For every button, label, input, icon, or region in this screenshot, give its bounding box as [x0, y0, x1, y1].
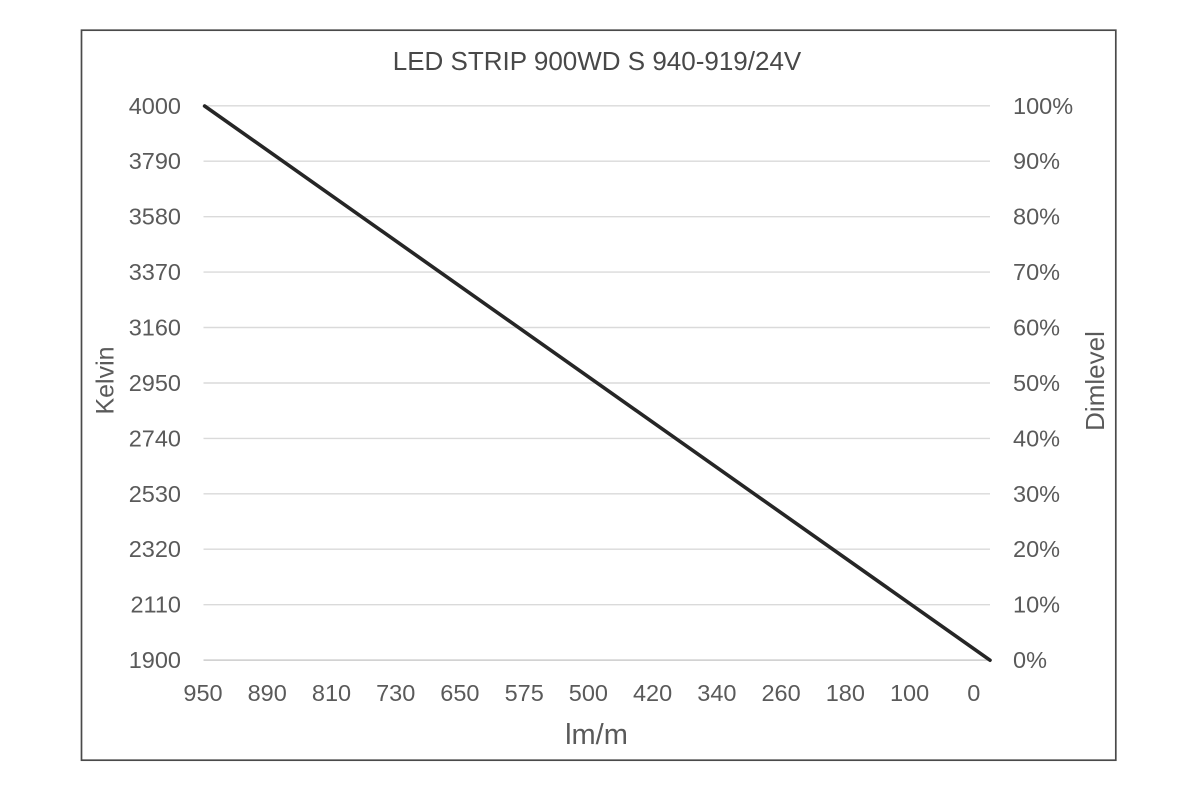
svg-text:80%: 80%	[1013, 204, 1060, 230]
svg-text:100%: 100%	[1013, 93, 1073, 119]
svg-text:10%: 10%	[1013, 592, 1060, 618]
svg-text:2320: 2320	[129, 536, 181, 562]
svg-text:90%: 90%	[1013, 148, 1060, 174]
svg-text:100: 100	[890, 680, 929, 706]
svg-text:40%: 40%	[1013, 425, 1060, 451]
svg-text:50%: 50%	[1013, 370, 1060, 396]
svg-text:3580: 3580	[129, 204, 181, 230]
svg-text:LED STRIP 900WD S 940-919/24V: LED STRIP 900WD S 940-919/24V	[393, 46, 802, 76]
svg-text:180: 180	[826, 680, 865, 706]
svg-text:340: 340	[697, 680, 736, 706]
svg-text:730: 730	[376, 680, 415, 706]
svg-text:4000: 4000	[129, 93, 181, 119]
svg-text:890: 890	[248, 680, 287, 706]
svg-text:260: 260	[761, 680, 800, 706]
svg-text:0%: 0%	[1013, 647, 1047, 673]
svg-text:650: 650	[440, 680, 479, 706]
svg-text:2530: 2530	[129, 481, 181, 507]
svg-text:60%: 60%	[1013, 315, 1060, 341]
svg-text:500: 500	[569, 680, 608, 706]
svg-text:2740: 2740	[129, 425, 181, 451]
svg-text:Kelvin: Kelvin	[92, 346, 120, 414]
svg-text:20%: 20%	[1013, 536, 1060, 562]
svg-text:Dimlevel: Dimlevel	[1080, 331, 1110, 431]
svg-text:3160: 3160	[129, 315, 181, 341]
svg-text:2110: 2110	[130, 592, 181, 618]
svg-text:lm/m: lm/m	[565, 719, 628, 751]
svg-text:30%: 30%	[1013, 481, 1060, 507]
svg-text:950: 950	[183, 680, 222, 706]
svg-text:575: 575	[505, 680, 544, 706]
svg-text:0: 0	[967, 680, 980, 706]
svg-text:3370: 3370	[129, 259, 181, 285]
svg-text:70%: 70%	[1013, 259, 1060, 285]
svg-text:3790: 3790	[129, 148, 181, 174]
svg-text:810: 810	[312, 680, 351, 706]
svg-text:2950: 2950	[129, 370, 181, 396]
svg-text:420: 420	[633, 680, 672, 706]
svg-text:1900: 1900	[129, 647, 181, 673]
